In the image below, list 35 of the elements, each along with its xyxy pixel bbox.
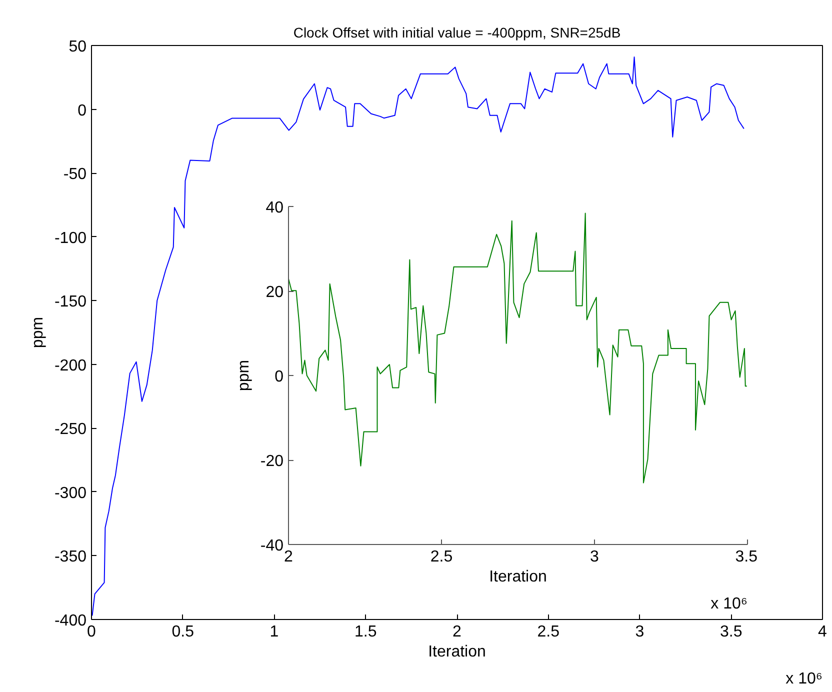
y-tick-label: -50 bbox=[63, 166, 87, 184]
line-series bbox=[288, 212, 748, 484]
y-tick-label: 40 bbox=[266, 200, 284, 216]
y-tick-label: -250 bbox=[54, 421, 87, 438]
x-tick-label: 4 bbox=[818, 624, 828, 640]
y-tick-label: -300 bbox=[54, 484, 87, 502]
chart-title: Clock Offset with initial value = -400ppm, SNR=25dB bbox=[293, 24, 621, 40]
y-axis-title: ppm bbox=[235, 360, 252, 392]
y-tick-label: 0 bbox=[78, 102, 87, 120]
y-tick-label: -100 bbox=[54, 230, 87, 247]
y-tick-label: -150 bbox=[54, 294, 87, 311]
x-tick-label: 2 bbox=[452, 624, 462, 640]
y-tick-label: -20 bbox=[260, 453, 284, 470]
x-axis-title: Iteration bbox=[428, 644, 486, 660]
x-tick-label: 1 bbox=[270, 624, 279, 640]
y-tick-label: -40 bbox=[260, 538, 284, 554]
x-tick-label: 3 bbox=[635, 624, 644, 640]
y-tick-label: 0 bbox=[274, 368, 284, 386]
x-tick-label: 2.5 bbox=[430, 548, 453, 566]
x-tick-label: 1.5 bbox=[354, 624, 377, 640]
x-tick-label: 2 bbox=[284, 548, 294, 566]
x-tick-label: 3.5 bbox=[720, 624, 742, 640]
y-tick-label: -350 bbox=[54, 548, 87, 566]
x-tick-label: 0.5 bbox=[172, 624, 194, 640]
text: x 10⁶ bbox=[786, 670, 822, 688]
x-tick-label: 3.5 bbox=[735, 548, 758, 566]
y-tick-label: 20 bbox=[266, 284, 284, 301]
y-tick-label: -200 bbox=[54, 357, 87, 374]
annotation: x 10⁶ bbox=[710, 596, 748, 612]
y-axis-title: ppm bbox=[29, 316, 46, 348]
x-axis-title: Iteration bbox=[489, 568, 547, 586]
x-tick-label: 3 bbox=[590, 548, 600, 566]
y-tick-label: 50 bbox=[68, 38, 87, 56]
y-tick-label: -400 bbox=[54, 612, 87, 630]
x-tick-label: 2.5 bbox=[537, 624, 560, 640]
